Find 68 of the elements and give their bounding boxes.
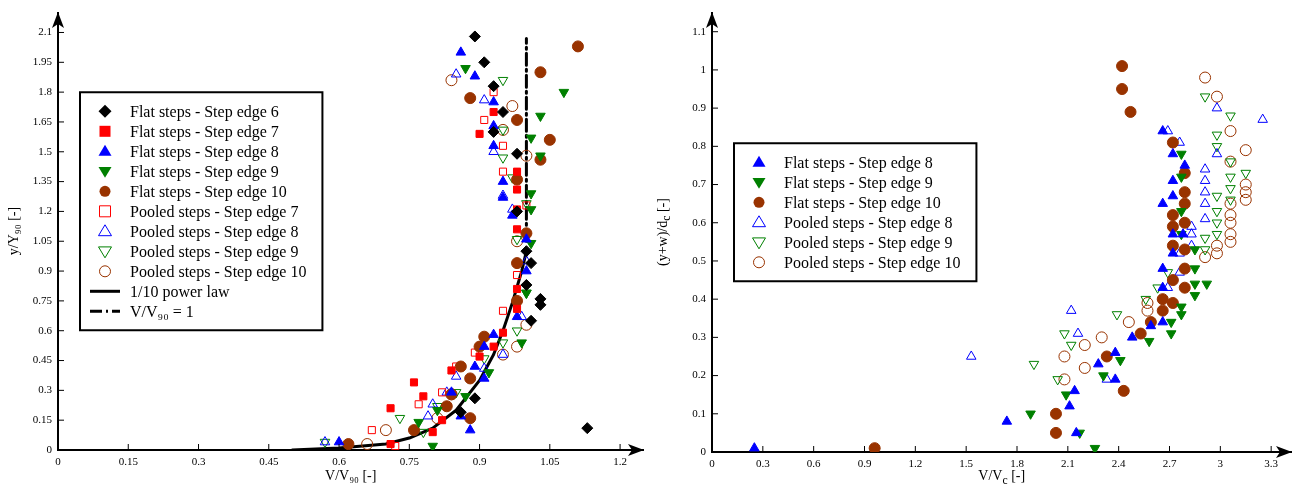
y-tick-label: 0.6 [692, 215, 707, 228]
legend-label: Pooled steps - Step edge 7 [130, 202, 299, 221]
y-tick-label: 0.45 [32, 353, 53, 366]
y-tick-label: 0.6 [38, 323, 53, 336]
y-tick-label: 0.75 [32, 293, 53, 306]
legend-label: Pooled steps - Step edge 10 [130, 262, 307, 281]
x-tick-label: 0.6 [806, 457, 822, 470]
x-tick-label: 1.2 [613, 455, 627, 468]
x-tick-label: 1.5 [959, 457, 974, 470]
y-tick-label: 0.15 [32, 413, 53, 426]
y-tick-label: 0.8 [692, 139, 707, 152]
legend-label: 1/10 power law [130, 282, 230, 301]
y-tick-label: 1.5 [38, 144, 53, 157]
y-tick-label: 1 [700, 62, 706, 75]
y-tick-label: 0.1 [692, 406, 706, 419]
x-tick-label: 0.9 [472, 455, 487, 468]
x-tick-label: 0.6 [332, 455, 347, 468]
legend-label: Flat steps - Step edge 6 [130, 102, 279, 121]
legend-label: Pooled steps - Step edge 10 [784, 253, 961, 272]
y-tick-label: 1.35 [32, 174, 53, 187]
y-tick-label: 1.95 [32, 55, 53, 68]
y-tick-label: 0.3 [692, 330, 707, 343]
legend-label: Flat steps - Step edge 8 [784, 153, 933, 172]
x-tick-label: 2.1 [1060, 457, 1075, 470]
y-tick-label: 1.1 [692, 24, 706, 37]
x-tick-label: 0.45 [259, 455, 279, 468]
legend-label: Flat steps - Step edge 7 [130, 122, 279, 141]
y-tick-label: 0 [700, 444, 707, 457]
x-tick-label: 0 [709, 457, 716, 470]
y-tick-label: 1.8 [38, 85, 53, 98]
x-tick-label: 3.3 [1264, 457, 1279, 470]
legend-label: Flat steps - Step edge 9 [130, 162, 279, 181]
y-tick-label: 1.05 [32, 234, 53, 247]
legend-label: Pooled steps - Step edge 8 [784, 213, 953, 232]
x-axis-title: V/V₉₀ [-] [324, 468, 378, 484]
x-tick-label: 3 [1217, 457, 1224, 470]
x-axis-title: V/V$_{c}$ [-] [977, 468, 1027, 487]
y-tick-label: 0.7 [692, 177, 707, 190]
x-tick-label: 0 [55, 455, 62, 468]
legend-label: Flat steps - Step edge 9 [784, 173, 933, 192]
legend-label: Pooled steps - Step edge 8 [130, 222, 299, 241]
x-tick-label: 1.2 [908, 457, 923, 470]
y-tick-label: 0.9 [692, 101, 707, 114]
x-tick-label: 2.4 [1111, 457, 1127, 470]
y-tick-label: 0 [46, 442, 53, 455]
x-tick-label: 0.75 [399, 455, 420, 468]
x-tick-label: 2.7 [1162, 457, 1177, 470]
legend-label: Pooled steps - Step edge 9 [130, 242, 299, 261]
y-tick-label: 0.9 [38, 263, 53, 276]
y-tick-label: 1.2 [38, 204, 52, 217]
x-tick-label: 1.05 [540, 455, 560, 468]
x-tick-label: 0.3 [191, 455, 206, 468]
x-tick-label: 1.8 [1010, 457, 1025, 470]
legend-label: V/V₉₀ = 1 [130, 302, 194, 320]
y-tick-label: 1.65 [32, 114, 53, 127]
y-tick-label: 0.3 [38, 383, 53, 396]
y-tick-label: 0.4 [692, 292, 707, 305]
y-tick-label: 0.5 [692, 253, 707, 266]
y-tick-label: 0.2 [692, 368, 706, 381]
legend-label: Flat steps - Step edge 10 [130, 182, 287, 201]
x-tick-label: 0.9 [857, 457, 872, 470]
y-axis-title: y/Y₉₀ [-] [6, 207, 22, 256]
legend-label: Pooled steps - Step edge 9 [784, 233, 953, 252]
legend-label: Flat steps - Step edge 8 [130, 142, 279, 161]
y-tick-label: 2.1 [38, 25, 52, 38]
x-tick-label: 0.3 [755, 457, 771, 470]
x-tick-label: 0.15 [118, 455, 139, 468]
legend-label: Flat steps - Step edge 10 [784, 193, 941, 212]
